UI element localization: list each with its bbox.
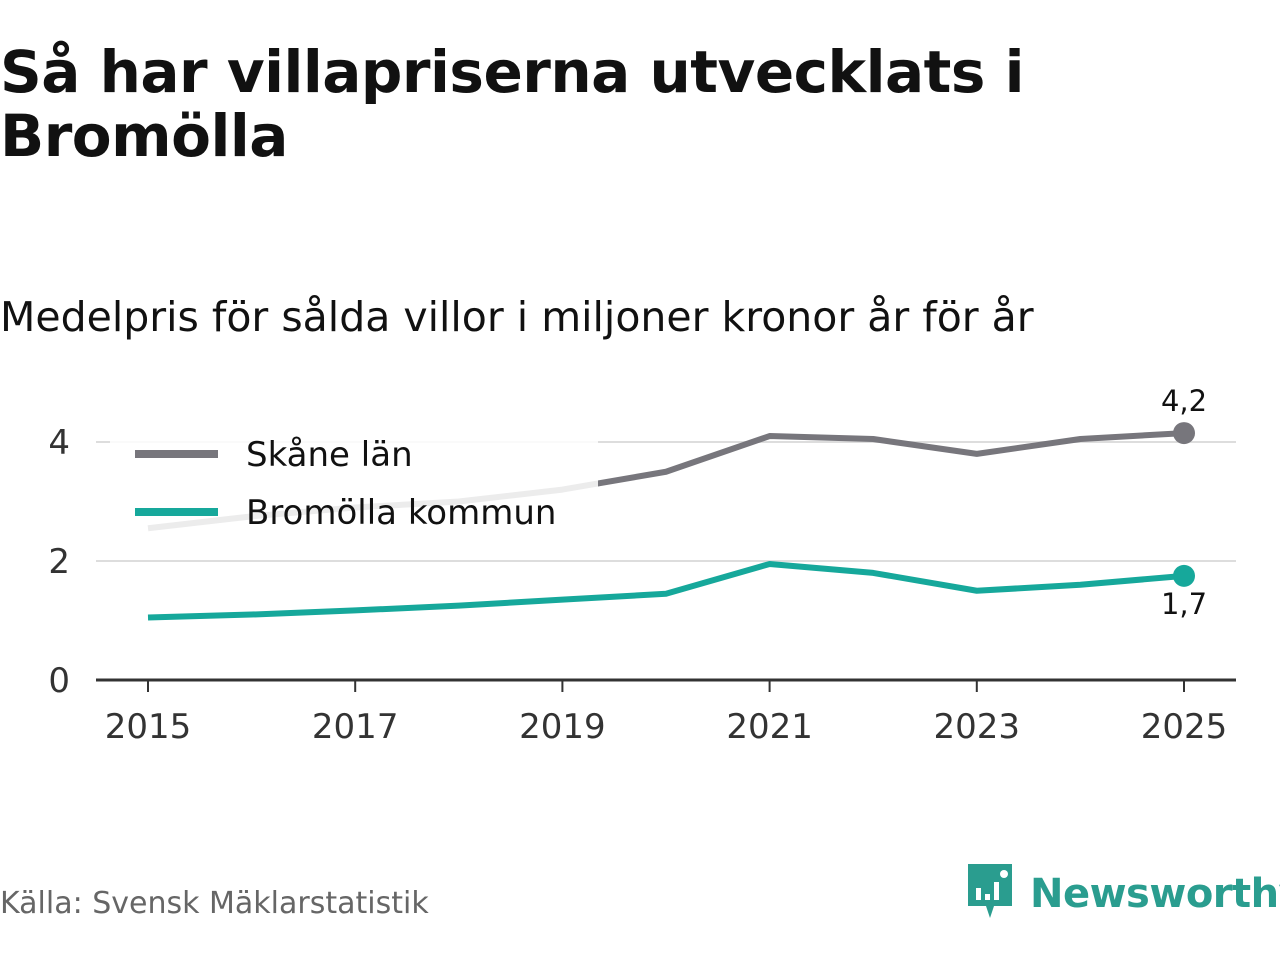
brand-logo: Newsworthy	[964, 862, 1280, 926]
end-point-marker	[1173, 422, 1195, 445]
x-axis: 2015 2017 2019 2021 2023 2025	[96, 678, 1236, 747]
y-tick-label: 4	[48, 423, 70, 463]
x-tick-label: 2023	[934, 707, 1021, 747]
x-tick-label: 2019	[519, 707, 606, 747]
y-axis-ticks: 0 2 4	[48, 423, 70, 701]
end-value-label: 4,2	[1161, 384, 1207, 418]
chart-subtitle: Medelpris för sålda villor i miljoner kr…	[0, 293, 1034, 341]
x-tick-label: 2021	[726, 707, 813, 747]
end-value-label: 1,7	[1161, 587, 1207, 621]
legend-label: Skåne län	[246, 435, 413, 475]
newsworthy-logo-icon	[968, 864, 1012, 918]
source-note: Källa: Svensk Mäklarstatistik	[0, 886, 429, 921]
series-line	[147, 560, 1185, 621]
y-tick-label: 0	[48, 661, 70, 701]
x-tick-label: 2015	[105, 707, 192, 747]
brand-name: Newsworthy	[1030, 871, 1280, 917]
chart-title: Så har villapriserna utvecklats i Bromöl…	[0, 38, 1024, 170]
legend: Skåne län Bromölla kommun	[110, 435, 598, 533]
x-tick-label: 2025	[1141, 707, 1228, 747]
y-tick-label: 2	[48, 542, 70, 582]
end-labels: 4,2 1,7	[1161, 384, 1207, 621]
legend-label: Bromölla kommun	[246, 493, 556, 533]
end-point-marker	[1173, 564, 1195, 587]
x-tick-label: 2017	[312, 707, 399, 747]
